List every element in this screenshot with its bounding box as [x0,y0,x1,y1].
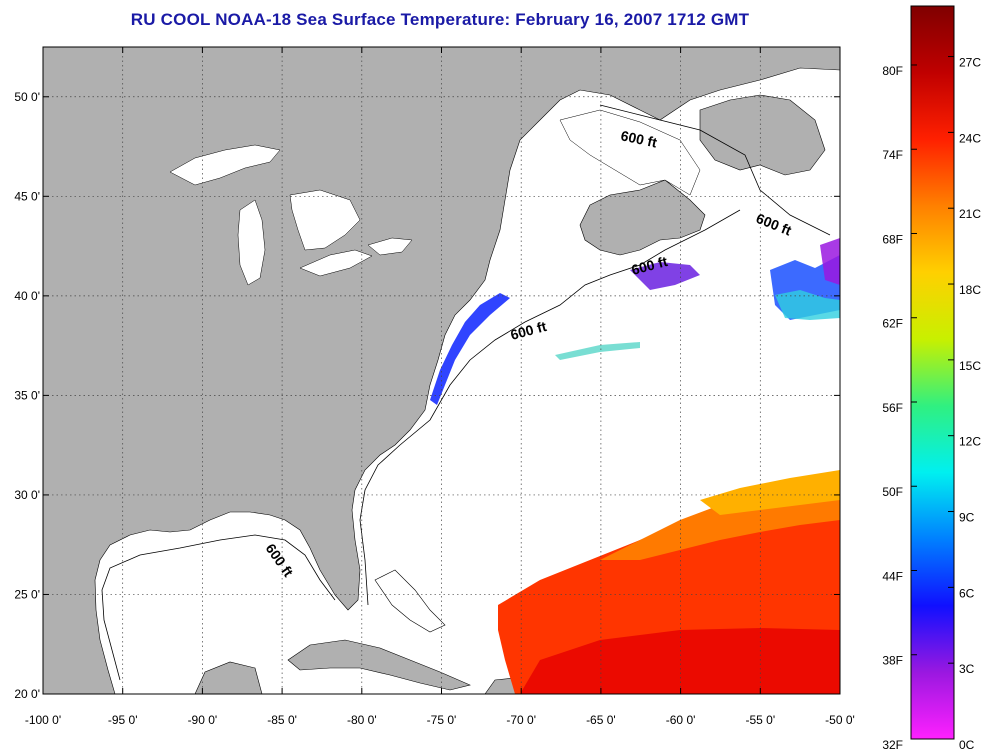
colorbar-celsius-labels: 0C 3C 6C 9C 12C 15C 18C 21C 24C 27C [948,56,981,752]
contour-gulf [101,534,336,681]
colorbar-fahrenheit-labels: 32F 38F 44F 50F 56F 62F 68F 74F 80F [882,64,917,752]
contour-atlantic [359,104,831,606]
gulf-of-st-lawrence [559,109,701,196]
lake-superior [169,144,281,186]
sst-cyan-streak [555,342,640,360]
colorbar-f-label: 62F [882,317,903,331]
map-title: RU COOL NOAA-18 Sea Surface Temperature:… [130,10,750,29]
lon-tick-label: -65 0' [586,713,616,727]
cuba-land [287,639,471,691]
colorbar-f-label: 32F [882,738,903,752]
yucatan-land [194,661,263,694]
colorbar-c-label: 6C [959,586,975,600]
colorbar-c-label: 21C [959,207,981,221]
sst-cold-coastal [430,293,510,405]
sst-warm-edge [700,470,840,515]
colorbar-c-label: 27C [959,56,981,70]
bahamas-shelf [374,569,446,633]
lake-ontario [367,237,413,256]
lat-tick-label: 25 0' [14,587,40,601]
lon-tick-label: -60 0' [666,713,696,727]
colorbar-f-label: 50F [882,485,903,499]
colorbar-c-label: 12C [959,435,981,449]
colorbar-c-label: 18C [959,283,981,297]
lon-tick-label: -100 0' [25,713,61,727]
lon-tick-label: -50 0' [825,713,855,727]
colorbar-f-label: 56F [882,401,903,415]
colorbar-f-label: 38F [882,654,903,668]
lon-tick-label: -90 0' [188,713,218,727]
lake-michigan [237,199,266,286]
lake-huron [289,189,361,251]
colorbar: 32F 38F 44F 50F 56F 62F 68F 74F 80F 0C 3C 6C 9C 12C 1… [882,5,981,752]
sst-cold-georges [630,262,700,290]
sst-violet-east [820,238,840,285]
lat-tick-label: 30 0' [14,488,40,502]
lon-tick-label: -70 0' [506,713,536,727]
lon-axis: -100 0' -95 0' -90 0' -85 0' -80 0' -75 0' -70… [25,47,855,727]
newfoundland-land [699,94,826,176]
lake-erie [299,249,373,277]
maritime-land [579,179,706,256]
lat-axis: 20 0' 25 0' 30 0' 35 0' 40 0' 45 0' 50 0' [14,90,840,701]
lon-tick-label: -55 0' [745,713,775,727]
map-content [43,47,840,694]
lon-tick-label: -85 0' [267,713,297,727]
lon-tick-label: -75 0' [427,713,457,727]
colorbar-c-label: 15C [959,359,981,373]
lat-tick-label: 20 0' [14,687,40,701]
colorbar-f-label: 74F [882,148,903,162]
sst-patch-east-cyan [775,290,840,320]
colorbar-f-label: 68F [882,232,903,246]
lon-tick-label: -95 0' [108,713,138,727]
colorbar-c-label: 0C [959,738,975,752]
lat-tick-label: 40 0' [14,289,40,303]
lat-tick-label: 45 0' [14,189,40,203]
colorbar-f-label: 80F [882,64,903,78]
lon-tick-label: -80 0' [347,713,377,727]
colorbar-c-label: 9C [959,511,975,525]
colorbar-c-label: 3C [959,662,975,676]
colorbar-scale [910,5,955,740]
lat-tick-label: 35 0' [14,388,40,402]
lat-tick-label: 50 0' [14,90,40,104]
contour-label: 600 ft [619,127,658,150]
colorbar-f-label: 44F [882,569,903,583]
colorbar-c-label: 24C [959,131,981,145]
